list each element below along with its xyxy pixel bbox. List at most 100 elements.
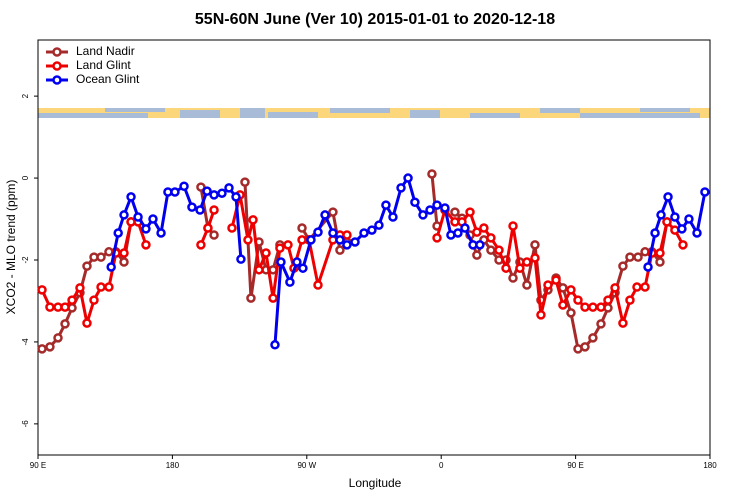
data-point	[203, 223, 213, 233]
data-point	[261, 248, 271, 258]
data-point	[96, 282, 106, 292]
x-tick-label: 90 E	[567, 461, 583, 470]
legend-marker	[52, 47, 62, 57]
x-tick-label: 90 W	[297, 461, 316, 470]
x-tick-label: 0	[439, 461, 444, 470]
data-point	[558, 283, 568, 293]
data-point	[603, 295, 613, 305]
data-point	[486, 245, 496, 255]
data-point	[663, 192, 673, 202]
data-point	[618, 318, 628, 328]
data-point	[596, 302, 606, 312]
data-point	[196, 182, 206, 192]
data-point	[684, 214, 694, 224]
data-point	[359, 228, 369, 238]
data-point	[119, 248, 129, 258]
data-point	[662, 217, 672, 227]
x-axis-label: Longitude	[349, 476, 402, 490]
data-point	[625, 252, 635, 262]
data-point	[460, 223, 470, 233]
data-point	[453, 228, 463, 238]
data-point	[670, 212, 680, 222]
data-point	[573, 295, 583, 305]
data-point	[298, 263, 308, 273]
data-point	[508, 273, 518, 283]
data-point	[156, 228, 166, 238]
data-point	[113, 228, 123, 238]
data-point	[580, 342, 590, 352]
data-point	[475, 240, 485, 250]
data-point	[432, 233, 442, 243]
data-point	[292, 257, 302, 267]
data-point	[297, 223, 307, 233]
data-point	[275, 243, 285, 253]
y-tick-label: -6	[21, 420, 30, 428]
data-point	[179, 181, 189, 192]
data-point	[588, 333, 598, 343]
data-point	[119, 257, 129, 267]
data-point	[37, 344, 47, 354]
data-point	[45, 302, 55, 312]
data-point	[60, 302, 70, 312]
data-point	[170, 187, 180, 197]
data-point	[374, 220, 384, 230]
legend-marker	[52, 61, 62, 71]
data-point	[246, 293, 256, 303]
data-point	[187, 202, 197, 212]
data-point	[254, 265, 264, 275]
data-point	[432, 200, 442, 210]
data-point	[96, 252, 106, 262]
data-point	[104, 282, 114, 292]
data-point	[588, 302, 598, 312]
data-point	[472, 250, 482, 260]
data-point	[418, 210, 428, 220]
data-point	[367, 225, 377, 235]
data-point	[515, 263, 525, 273]
data-point	[328, 228, 338, 238]
data-point	[224, 183, 234, 193]
y-tick-label: -2	[21, 256, 30, 264]
data-point	[82, 261, 92, 271]
data-point	[427, 169, 437, 179]
data-point	[60, 319, 70, 329]
data-point	[195, 205, 205, 215]
series-line	[41, 173, 669, 351]
data-point	[209, 230, 219, 240]
x-tick-label: 180	[166, 461, 180, 470]
data-point	[202, 186, 212, 196]
data-point	[231, 192, 241, 202]
y-tick-label: 0	[21, 175, 30, 180]
data-point	[141, 240, 151, 250]
data-point	[425, 205, 435, 215]
data-point	[141, 224, 151, 234]
data-point	[119, 210, 129, 220]
data-point	[82, 318, 92, 328]
data-point	[268, 293, 278, 303]
data-point	[396, 183, 406, 193]
data-point	[566, 285, 576, 295]
data-point	[580, 302, 590, 312]
data-point	[335, 245, 345, 255]
data-point	[479, 223, 489, 233]
data-point	[494, 245, 504, 255]
data-point	[677, 224, 687, 234]
data-point	[465, 207, 475, 217]
data-point	[440, 203, 450, 213]
data-point	[643, 262, 653, 272]
data-point	[37, 285, 47, 295]
data-point	[530, 253, 540, 263]
data-point	[596, 319, 606, 329]
data-point	[403, 173, 413, 183]
data-point	[320, 210, 330, 220]
data-point	[388, 212, 398, 222]
legend-label: Land Nadir	[76, 44, 135, 58]
legend-label: Ocean Glint	[76, 72, 140, 86]
data-point	[543, 280, 553, 290]
data-point	[700, 187, 710, 197]
data-point	[501, 263, 511, 273]
data-point	[410, 197, 420, 207]
data-point	[551, 275, 561, 285]
series-line	[109, 176, 707, 345]
data-point	[558, 300, 568, 310]
